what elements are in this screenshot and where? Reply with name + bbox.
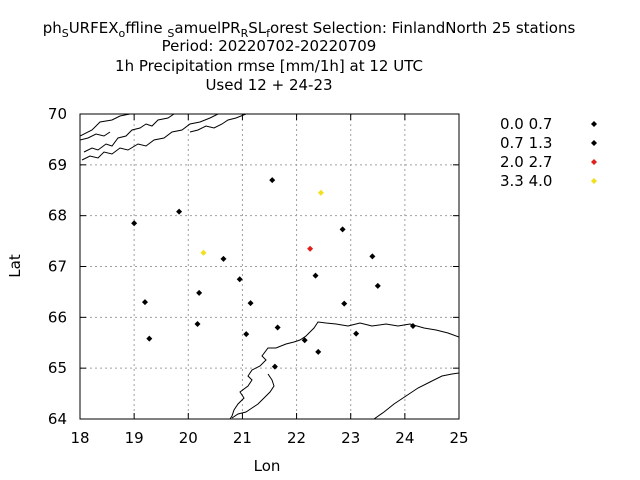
- title-subscript: S: [62, 27, 69, 40]
- title-line-1: phSURFEXoffline SamuelPRRSLforest Select…: [43, 19, 576, 40]
- y-tick-label: 65: [48, 359, 67, 377]
- plot-frame: [79, 113, 460, 420]
- axis-ticks: 18 19 20 21 22 23 24 25 64 65 66 67 68 69 70: [48, 105, 469, 447]
- finland-coastline: [229, 321, 459, 419]
- title-used: Used 12 + 24-23: [205, 76, 332, 94]
- x-tick-label: 23: [341, 429, 360, 447]
- legend-label: 0.0 0.7: [500, 115, 552, 133]
- station-point: [409, 322, 416, 329]
- title-subscript: f: [266, 27, 271, 40]
- coastlines: [80, 114, 459, 419]
- legend-marker: [591, 140, 597, 146]
- station-point: [341, 300, 348, 307]
- x-tick-label: 20: [179, 429, 198, 447]
- station-point: [146, 335, 153, 342]
- station-point: [312, 272, 319, 279]
- station-point: [200, 249, 207, 256]
- y-tick-label: 70: [48, 105, 67, 123]
- y-tick-label: 67: [48, 258, 67, 276]
- legend-label: 0.7 1.3: [500, 134, 552, 152]
- station-point: [236, 276, 243, 283]
- y-tick-label: 69: [48, 156, 67, 174]
- station-point: [196, 289, 203, 296]
- legend-label: 3.3 4.0: [500, 172, 552, 190]
- station-point: [369, 253, 376, 260]
- station-point: [247, 300, 254, 307]
- sweden-coastline: [373, 372, 459, 419]
- station-point: [301, 337, 308, 344]
- station-point: [243, 331, 250, 338]
- title-part: ffline: [125, 19, 167, 37]
- island-coastline: [231, 373, 275, 419]
- title-subscript: S: [167, 27, 174, 40]
- grid: [80, 114, 459, 419]
- legend-marker: [591, 121, 597, 127]
- station-point: [317, 189, 324, 196]
- title-part: SL: [248, 19, 267, 37]
- x-tick-label: 21: [233, 429, 252, 447]
- station-point: [374, 282, 381, 289]
- station-point: [274, 324, 281, 331]
- title-period: Period: 20220702-20220709: [162, 37, 377, 55]
- data-points: [131, 177, 416, 370]
- norway-coastline: [80, 114, 247, 161]
- station-point: [194, 320, 201, 327]
- legend-marker: [591, 178, 597, 184]
- x-tick-label: 18: [70, 429, 89, 447]
- title-part: amuelPR: [174, 19, 240, 37]
- station-point: [176, 208, 183, 215]
- x-tick-label: 25: [449, 429, 468, 447]
- y-tick-label: 64: [48, 410, 67, 428]
- title-part: URFEX: [69, 19, 119, 37]
- station-point: [315, 348, 322, 355]
- station-point: [353, 330, 360, 337]
- station-point: [269, 177, 276, 184]
- station-point: [271, 363, 278, 370]
- title-variable: 1h Precipitation rmse [mm/1h] at 12 UTC: [115, 57, 423, 75]
- station-point: [131, 220, 138, 227]
- legend-marker: [591, 159, 597, 165]
- title-subscript: R: [241, 27, 249, 40]
- legend-label: 2.0 2.7: [500, 153, 552, 171]
- x-tick-label: 22: [287, 429, 306, 447]
- y-tick-label: 66: [48, 308, 67, 326]
- station-point: [141, 299, 148, 306]
- title-part: orest Selection: FinlandNorth 25 station…: [270, 19, 575, 37]
- title-part: ph: [43, 19, 62, 37]
- x-tick-label: 19: [125, 429, 144, 447]
- y-tick-label: 68: [48, 207, 67, 225]
- station-point: [220, 255, 227, 262]
- legend: 0.0 0.70.7 1.32.0 2.73.3 4.0: [500, 115, 597, 190]
- title-subscript: o: [119, 27, 126, 40]
- station-point: [307, 245, 314, 252]
- station-point: [339, 226, 346, 233]
- x-tick-label: 24: [395, 429, 414, 447]
- x-axis-label: Lon: [254, 457, 281, 475]
- y-axis-label: Lat: [6, 254, 24, 278]
